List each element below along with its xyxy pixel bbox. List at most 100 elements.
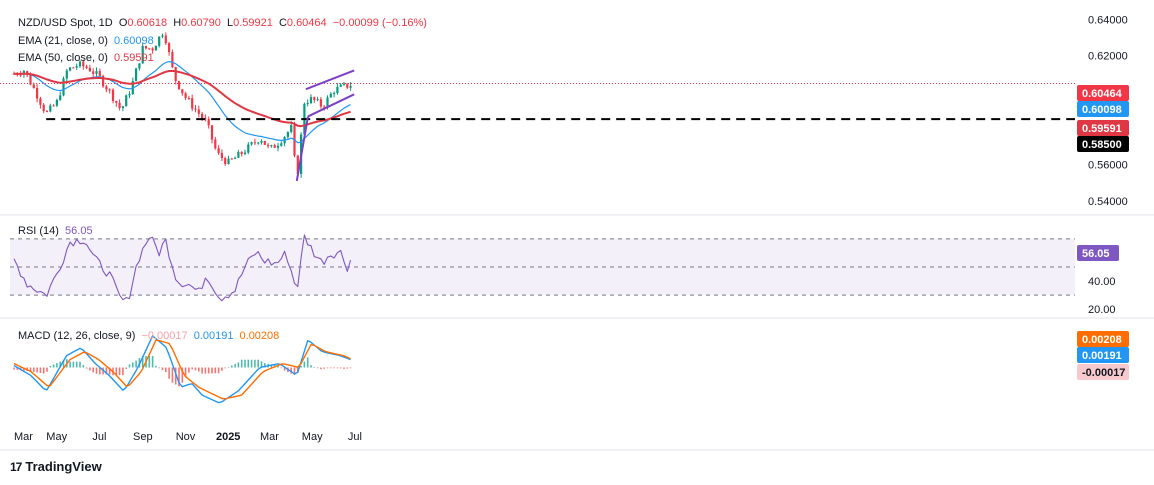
ema50-legend[interactable]: EMA (50, close, 0) 0.59591: [18, 52, 157, 64]
macd-histogram-bar: [300, 365, 302, 368]
macd-line: [13, 335, 351, 404]
candle-body: [174, 67, 177, 82]
candle-body: [333, 92, 336, 94]
macd-histogram-bar: [75, 361, 78, 368]
macd-histogram-bar: [151, 356, 154, 368]
ema21-legend[interactable]: EMA (21, close, 0) 0.60098: [18, 35, 157, 47]
candle-body: [49, 105, 52, 112]
price-badge-label: 0.58500: [1082, 139, 1122, 151]
macd-histogram-bar: [161, 367, 164, 371]
macd-histogram-bar: [95, 367, 98, 374]
macd-histogram-bar: [326, 367, 329, 369]
candle-body: [111, 89, 115, 101]
candle-body: [65, 70, 68, 79]
macd-histogram-bar: [191, 367, 193, 370]
macd-line-value: 0.00191: [193, 330, 234, 342]
candle-body: [171, 52, 174, 68]
time-tick-label: 2025: [216, 431, 240, 443]
macd-histogram-bar: [141, 356, 144, 368]
rsi-tick-label: 40.00: [1088, 276, 1116, 288]
candle-body: [194, 108, 197, 110]
macd-histogram-bar: [33, 367, 35, 372]
candle-body: [257, 142, 260, 144]
candle-body: [154, 45, 157, 51]
macd-histogram-bar: [79, 361, 81, 368]
candle-body: [339, 84, 342, 87]
macd-histogram-bar: [85, 367, 88, 369]
macd-histogram-bar: [62, 360, 65, 368]
candle-body: [191, 98, 194, 109]
macd-histogram-bar: [346, 367, 349, 369]
candle-body: [187, 97, 190, 99]
macd-histogram-bar: [69, 361, 71, 368]
candle-body: [121, 106, 124, 109]
macd-histogram-bar: [39, 367, 42, 373]
candle-body: [168, 43, 171, 53]
candle-body: [250, 142, 253, 145]
low-value: 0.59921: [233, 17, 273, 29]
price-badge: [1077, 101, 1129, 117]
candle-body: [197, 109, 200, 114]
macd-histogram-bar: [310, 365, 312, 368]
rsi-badge-label: 56.05: [1082, 248, 1110, 260]
candle-body: [92, 71, 95, 74]
macd-histogram-bar: [290, 367, 292, 374]
candle-body: [184, 93, 187, 98]
macd-histogram-bar: [254, 359, 256, 368]
candle-body: [280, 143, 283, 146]
candle-body: [161, 35, 164, 37]
candle-body: [85, 66, 88, 68]
candle-body: [105, 86, 108, 90]
price-tick-label: 0.56000: [1088, 160, 1128, 172]
macd-histogram-bar: [227, 366, 230, 368]
macd-histogram-bar: [99, 367, 101, 375]
macd-legend[interactable]: MACD (12, 26, close, 9) −0.00017 0.00191…: [18, 330, 282, 342]
macd-histogram-bar: [264, 363, 266, 368]
macd-histogram-bar: [184, 367, 187, 377]
tradingview-logo[interactable]: 17 TradingView: [10, 459, 102, 474]
candle-body: [214, 139, 217, 149]
macd-histogram-bar: [42, 367, 45, 374]
candle-body: [181, 89, 184, 94]
macd-histogram-bar: [224, 367, 226, 369]
low-label: L: [226, 17, 234, 29]
high-label: H: [173, 17, 182, 29]
candle-body: [72, 67, 75, 69]
macd-histogram-bar: [280, 367, 283, 369]
candle-body: [349, 85, 352, 88]
candle-body: [98, 71, 101, 76]
candle-body: [273, 145, 276, 148]
high-value: 0.60790: [181, 17, 221, 29]
ema50-line: [13, 69, 351, 128]
macd-histogram-bar: [207, 367, 210, 374]
candle-body: [220, 152, 223, 159]
candle-body: [55, 99, 58, 106]
candle-body: [32, 84, 35, 88]
macd-histogram-bar: [171, 367, 174, 383]
macd-histogram-bar: [46, 367, 48, 372]
candle-body: [309, 97, 313, 104]
candle-body: [115, 100, 118, 103]
macd-histogram-bar: [194, 367, 197, 371]
candle-body: [135, 68, 138, 82]
rsi-value: 56.05: [65, 225, 93, 237]
candle-body: [158, 36, 161, 46]
macd-histogram-bar: [343, 367, 345, 369]
macd-histogram-bar: [132, 362, 134, 368]
macd-histogram-bar: [115, 367, 118, 376]
rsi-legend[interactable]: RSI (14) 56.05: [18, 225, 96, 237]
price-tick-label: 0.54000: [1088, 196, 1128, 208]
candle-body: [234, 157, 237, 159]
macd-histogram-bar: [201, 367, 203, 374]
candle-body: [75, 66, 78, 68]
candle-body: [247, 144, 250, 153]
macd-histogram-bar: [204, 367, 207, 374]
candle-body: [69, 67, 72, 71]
time-tick-label: Mar: [260, 431, 279, 443]
macd-badge: [1077, 364, 1129, 380]
candle-body: [336, 86, 339, 93]
macd-histogram-bar: [323, 367, 325, 369]
macd-histogram-bar: [320, 367, 322, 370]
macd-histogram-bar: [231, 365, 233, 368]
channel-upper-line: [305, 69, 355, 91]
